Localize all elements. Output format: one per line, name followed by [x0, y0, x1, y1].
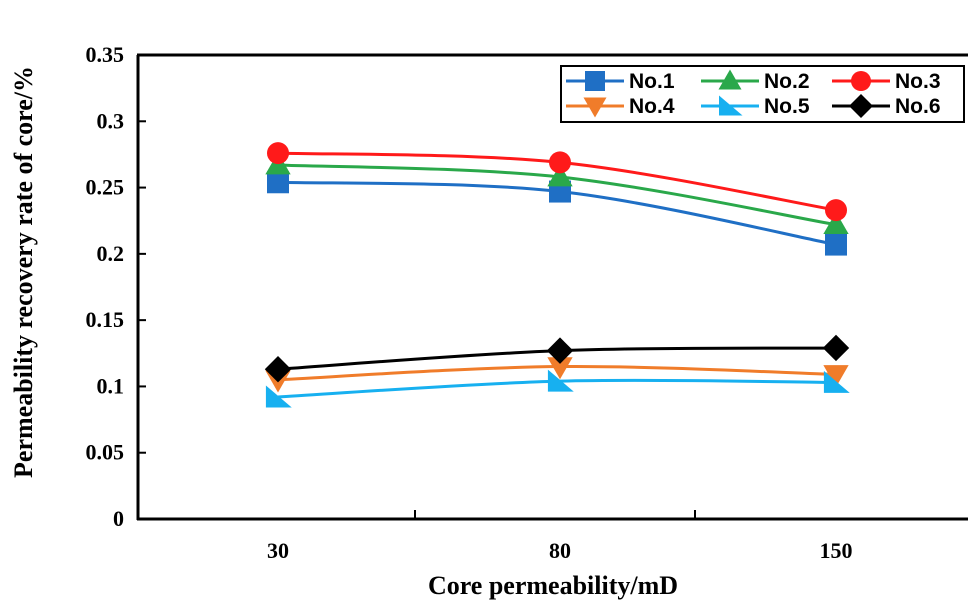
data-point [585, 71, 605, 91]
legend-item: No.4 [566, 95, 675, 118]
y-axis-title: Permeability recovery rate of core/% [9, 66, 38, 478]
data-point [823, 365, 849, 388]
legend-item: No.3 [832, 70, 941, 93]
series-no-6 [264, 334, 850, 383]
data-point [547, 164, 573, 187]
data-point [851, 71, 871, 91]
data-point [583, 97, 607, 118]
data-point [547, 369, 574, 392]
x-tick-label: 150 [820, 538, 853, 563]
legend-label: No.4 [629, 95, 675, 118]
y-tick-label: 0.1 [97, 373, 125, 398]
legend: No.1 No.2 No.3 No.4 No.5 No.6 [560, 65, 965, 123]
data-point [718, 69, 742, 90]
data-point [825, 199, 847, 222]
legend-box [560, 65, 965, 123]
series-no-5 [265, 369, 850, 408]
legend-label: No.2 [764, 70, 810, 93]
x-axis-title: Core permeability/mD [428, 571, 678, 600]
axes: 0 0.05 0.1 0.15 0.2 0.25 0.3 0.35 30 80 150 [86, 42, 968, 563]
data-point [549, 151, 571, 174]
x-tick-label: 30 [267, 538, 289, 563]
y-tick-label: 0.35 [86, 42, 125, 67]
legend-label: No.1 [629, 70, 675, 93]
data-point [823, 212, 849, 235]
y-tick-label: 0.15 [86, 307, 125, 332]
legend-item: No.1 [566, 70, 675, 93]
data-point [265, 385, 292, 408]
y-tick-label: 0.05 [86, 440, 125, 465]
y-tick-label: 0.3 [97, 108, 125, 133]
legend-label: No.5 [764, 95, 810, 118]
data-point [822, 334, 850, 362]
legend-item: No.5 [701, 95, 810, 118]
y-tick-label: 0 [113, 506, 124, 531]
data-point [264, 355, 292, 383]
series-layer [264, 142, 850, 408]
legend-item: No.6 [832, 94, 941, 118]
data-point [849, 94, 873, 118]
data-point [546, 337, 574, 364]
y-tick-label: 0.2 [97, 241, 125, 266]
x-tick-label: 80 [549, 538, 571, 563]
data-point [825, 233, 847, 256]
legend-item: No.2 [701, 69, 810, 93]
data-point [267, 171, 289, 194]
series-no-3 [267, 142, 847, 222]
data-point [547, 357, 573, 380]
data-point [823, 370, 850, 393]
data-point [719, 95, 743, 116]
legend-label: No.3 [895, 70, 941, 93]
data-point [267, 142, 289, 165]
legend-label: No.6 [895, 95, 941, 118]
y-tick-label: 0.25 [86, 175, 125, 200]
